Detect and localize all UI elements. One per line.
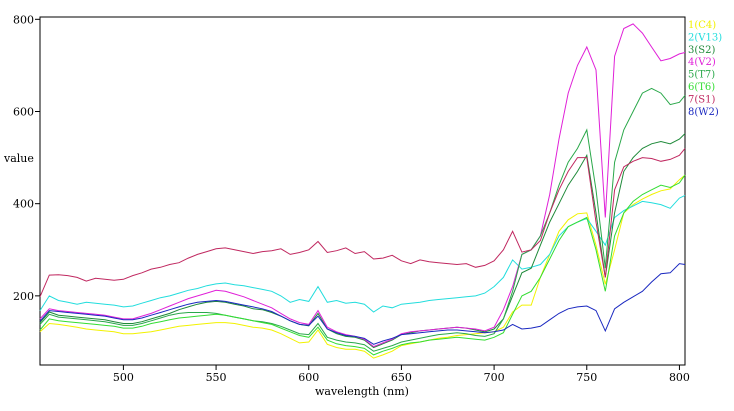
x-tick-label: 650 — [391, 371, 412, 384]
series-line-4 — [39, 23, 686, 348]
series-line-5 — [39, 87, 686, 352]
x-tick-label: 550 — [206, 371, 227, 384]
legend-item: 5(T7) — [688, 70, 715, 81]
x-tick-label: 700 — [484, 371, 505, 384]
x-tick-layer: 500 550 600 650 700 750 800 — [113, 365, 690, 384]
x-tick-label: 500 — [113, 371, 134, 384]
series-line-1 — [39, 174, 686, 359]
x-axis-label: wavelength (nm) — [315, 385, 409, 398]
legend-item: 4(V2) — [688, 57, 716, 68]
legend-item: 3(S2) — [688, 45, 715, 56]
y-tick-label: 800 — [13, 13, 34, 26]
series-line-7 — [39, 148, 686, 297]
series-line-2 — [39, 194, 686, 313]
legend-item: 8(W2) — [688, 107, 719, 118]
x-tick-label: 600 — [298, 371, 319, 384]
legend-item: 7(S1) — [688, 94, 715, 105]
x-tick-label: 800 — [669, 371, 690, 384]
y-tick-label: 400 — [13, 198, 34, 211]
series-line-6 — [39, 174, 686, 356]
series-line-3 — [39, 133, 686, 349]
series-layer — [39, 23, 686, 359]
y-tick-label: 200 — [13, 290, 34, 303]
x-tick-label: 750 — [576, 371, 597, 384]
plot-frame — [39, 16, 686, 366]
legend: 1(C4)2(V13) 3(S2)4(V2) 5(T7)6(T6)7(S1) 8(W2… — [688, 20, 722, 118]
series-line-8 — [39, 263, 686, 345]
legend-item: 6(T6) — [688, 82, 715, 93]
y-tick-layer: 200 400 600 800 — [13, 13, 40, 303]
legend-item: 2(V13) — [688, 32, 722, 43]
legend-item: 1(C4) — [688, 20, 716, 31]
y-axis-label: value — [3, 152, 34, 165]
y-tick-label: 600 — [13, 105, 34, 118]
